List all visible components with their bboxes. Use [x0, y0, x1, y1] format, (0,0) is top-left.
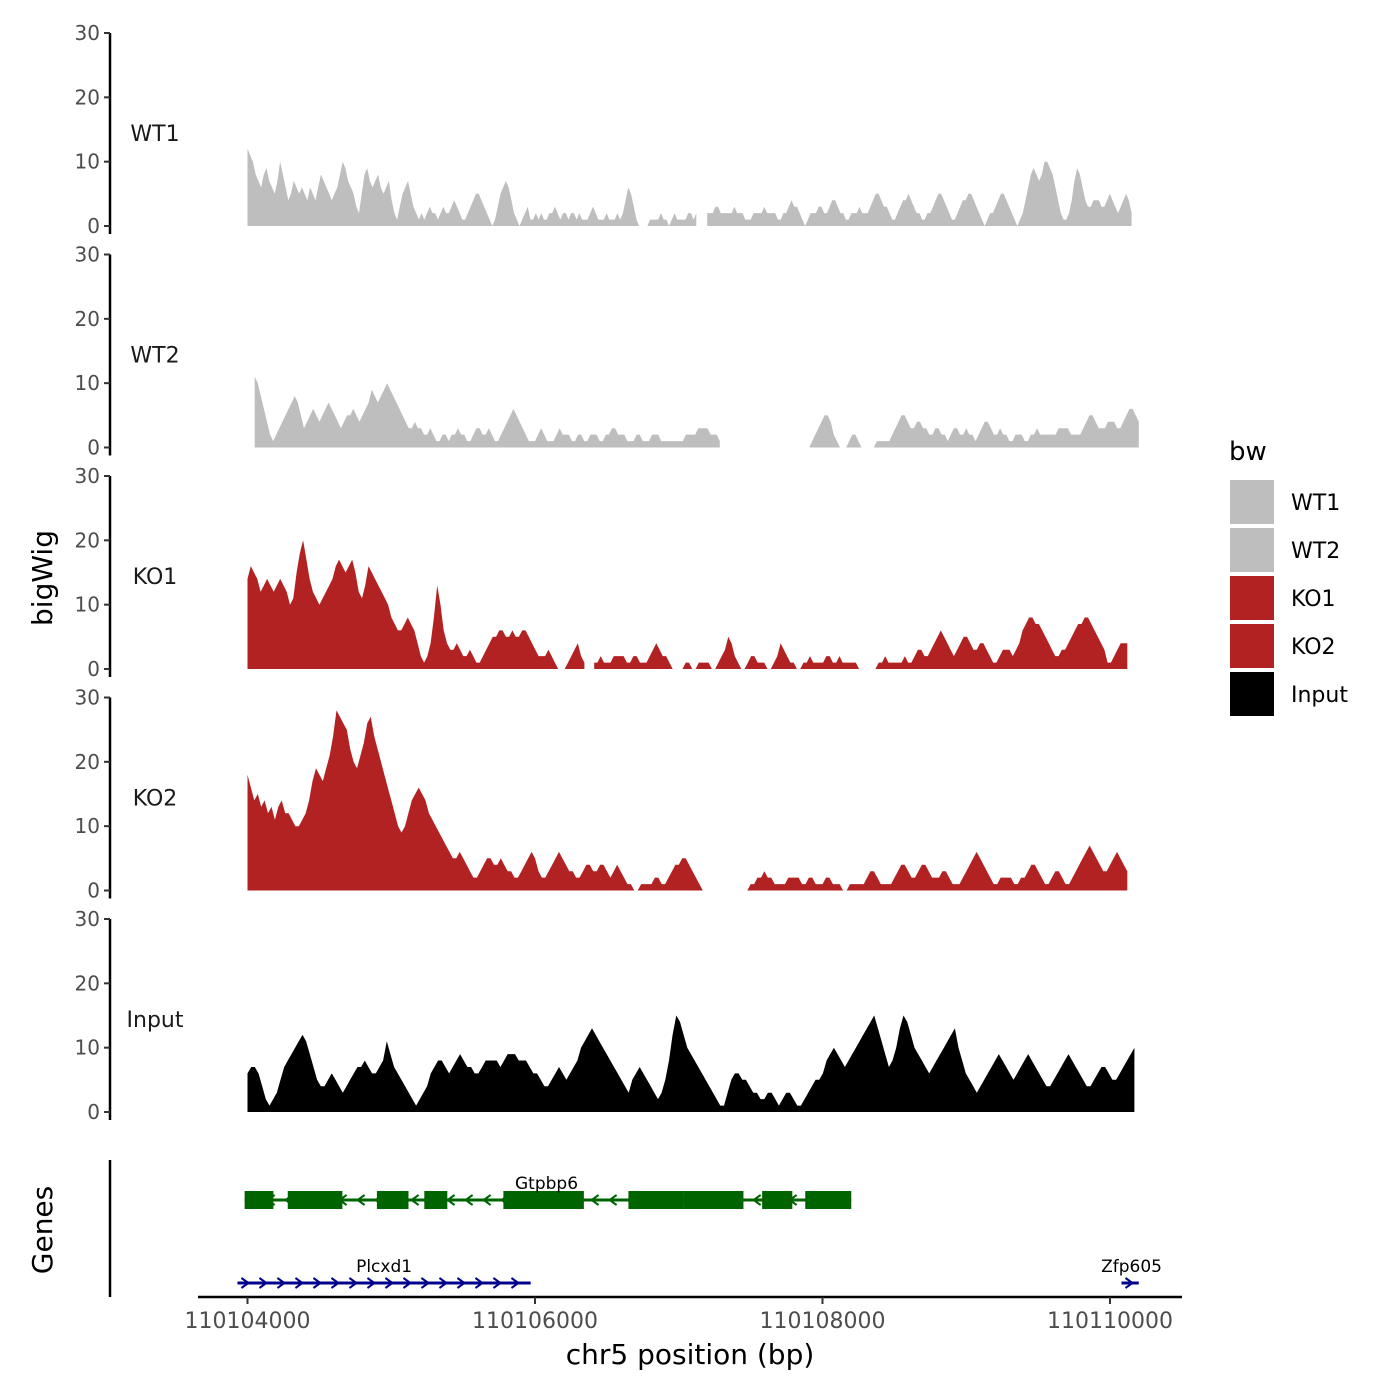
strand-arrow [456, 1277, 467, 1289]
track-panels: 0 10 20 30 WT1 0 10 20 30 WT2 0 10 20 30 KO1 0 10 20 30 KO2… [75, 21, 1139, 1124]
y-tick-label: 20 [75, 971, 100, 995]
exon [628, 1191, 684, 1209]
strand-arrow [409, 1194, 420, 1206]
track-label: Input [127, 1008, 184, 1033]
legend-label: KO1 [1291, 587, 1336, 612]
area-ko1 [247, 540, 1128, 669]
strand-arrow [751, 1194, 762, 1206]
y-tick-label: 20 [75, 85, 100, 109]
strand-arrow [276, 1277, 287, 1289]
exon [683, 1191, 744, 1209]
y-tick-label: 30 [75, 907, 100, 931]
y-tick-label: 0 [87, 214, 100, 238]
strand-arrow [1124, 1277, 1135, 1289]
gene-zfp605: Zfp605 [1101, 1257, 1162, 1289]
y-tick-label: 0 [87, 1100, 100, 1124]
y-tick-label: 30 [75, 464, 100, 488]
strand-arrow [355, 1194, 366, 1206]
strand-arrow [420, 1277, 431, 1289]
strand-arrow [312, 1277, 323, 1289]
x-tick-label: 110104000 [185, 1309, 311, 1334]
area-input [247, 1015, 1135, 1112]
track-label: WT1 [130, 122, 179, 147]
area-ko2 [247, 710, 1128, 891]
y-tick-label: 10 [75, 371, 100, 395]
strand-arrow [463, 1194, 474, 1206]
track-panel-wt1: 0 10 20 30 WT1 [75, 21, 1132, 238]
legend-swatch [1230, 528, 1274, 572]
strand-arrow [258, 1277, 269, 1289]
strand-arrow [607, 1194, 618, 1206]
y-tick-label: 30 [75, 21, 100, 45]
gene-plcxd1: Plcxd1 [237, 1257, 531, 1289]
track-panel-ko2: 0 10 20 30 KO2 [75, 686, 1128, 903]
legend-label: WT2 [1291, 539, 1340, 564]
x-axis-title: chr5 position (bp) [566, 1338, 815, 1371]
x-tick-label: 110106000 [472, 1309, 598, 1334]
strand-arrow [330, 1277, 341, 1289]
strand-arrow [510, 1277, 521, 1289]
y-tick-label: 0 [87, 657, 100, 681]
strand-arrow [438, 1277, 449, 1289]
track-label: WT2 [130, 344, 179, 369]
legend-swatch [1230, 480, 1274, 524]
exon [805, 1191, 852, 1209]
gene-label: Zfp605 [1101, 1257, 1162, 1277]
y-tick-label: 20 [75, 307, 100, 331]
strand-arrow [474, 1277, 485, 1289]
strand-arrow [348, 1277, 359, 1289]
track-panel-input: 0 10 20 30 Input [75, 907, 1135, 1124]
area-wt1 [247, 148, 1132, 226]
track-label: KO1 [133, 565, 178, 590]
strand-arrow [294, 1277, 305, 1289]
strand-arrow [481, 1194, 492, 1206]
genes-axis-title: Genes [26, 1186, 59, 1274]
y-tick-label: 10 [75, 814, 100, 838]
y-tick-label: 10 [75, 150, 100, 174]
gene-label: Gtpbp6 [515, 1174, 578, 1194]
y-tick-label: 0 [87, 879, 100, 903]
gene-label: Plcxd1 [356, 1257, 412, 1277]
y-tick-label: 0 [87, 436, 100, 460]
x-tick-label: 110108000 [760, 1309, 886, 1334]
exon [424, 1191, 448, 1209]
legend-swatch [1230, 576, 1274, 620]
strand-arrow [589, 1194, 600, 1206]
y-tick-label: 10 [75, 593, 100, 617]
exon [376, 1191, 409, 1209]
strand-arrow [492, 1277, 503, 1289]
y-tick-label: 20 [75, 528, 100, 552]
exon [244, 1191, 274, 1209]
legend: bw WT1 WT2 KO1 KO2 Input [1229, 437, 1348, 716]
y-tick-label: 30 [75, 686, 100, 710]
gene-gtpbp6: Gtpbp6 [244, 1174, 852, 1209]
exon [503, 1191, 584, 1209]
track-label: KO2 [133, 787, 178, 812]
strand-arrow [402, 1277, 413, 1289]
area-wt2 [254, 376, 1139, 448]
legend-label: WT1 [1291, 491, 1340, 516]
strand-arrow [240, 1277, 251, 1289]
track-panel-ko1: 0 10 20 30 KO1 [75, 464, 1128, 681]
gene-track: Gtpbp6 Plcxd1 Zfp605 [108, 1160, 1162, 1297]
y-tick-label: 20 [75, 750, 100, 774]
x-tick-label: 110110000 [1047, 1309, 1173, 1334]
exon [287, 1191, 343, 1209]
y-axis-title: bigWig [26, 530, 59, 626]
exon [762, 1191, 793, 1209]
x-axis: 110104000 110106000 110108000 110110000 [185, 1295, 1182, 1334]
legend-title: bw [1229, 437, 1267, 467]
y-tick-label: 30 [75, 243, 100, 267]
strand-arrow [445, 1194, 456, 1206]
track-panel-wt2: 0 10 20 30 WT2 [75, 243, 1139, 460]
legend-swatch [1230, 672, 1274, 716]
strand-arrow [366, 1277, 377, 1289]
legend-label: KO2 [1291, 635, 1336, 660]
legend-label: Input [1291, 683, 1348, 708]
y-tick-label: 10 [75, 1036, 100, 1060]
legend-swatch [1230, 624, 1274, 668]
strand-arrow [384, 1277, 395, 1289]
